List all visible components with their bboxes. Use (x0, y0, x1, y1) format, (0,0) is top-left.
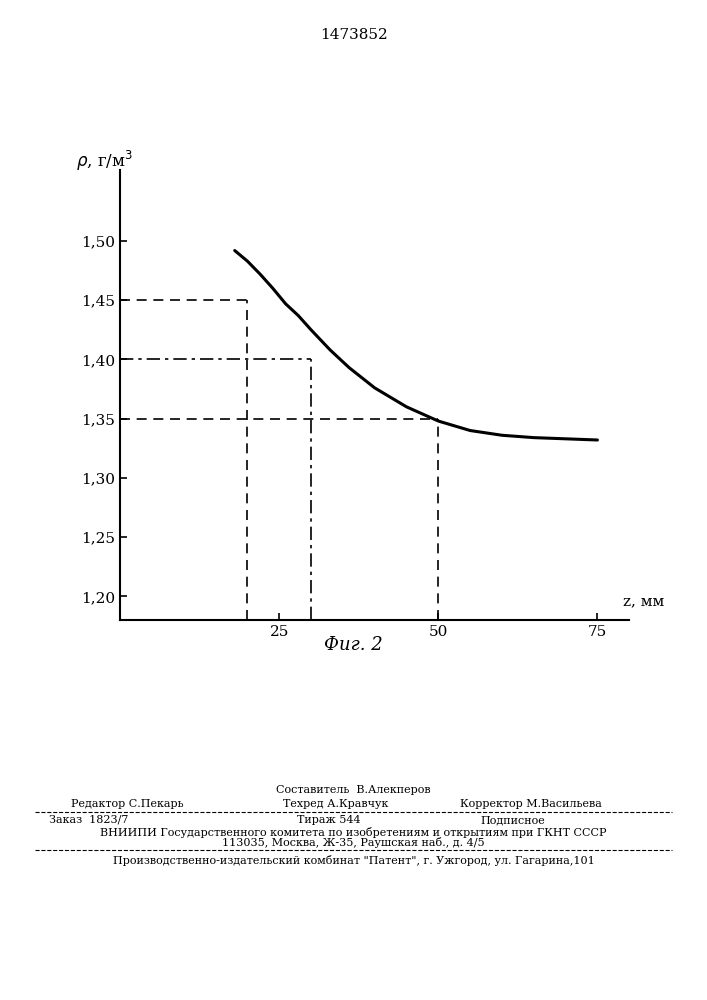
Text: Производственно-издательский комбинат "Патент", г. Ужгород, ул. Гагарина,101: Производственно-издательский комбинат "П… (112, 854, 595, 865)
Text: ВНИИПИ Государственного комитета по изобретениям и открытиям при ГКНТ СССР: ВНИИПИ Государственного комитета по изоб… (100, 826, 607, 838)
Text: Редактор С.Пекарь: Редактор С.Пекарь (71, 799, 183, 809)
Text: Техред А.Кравчук: Техред А.Кравчук (283, 799, 388, 809)
Text: 113035, Москва, Ж-35, Раушская наб., д. 4/5: 113035, Москва, Ж-35, Раушская наб., д. … (222, 836, 485, 848)
Text: Заказ  1823/7: Заказ 1823/7 (49, 815, 129, 825)
Text: Подписное: Подписное (481, 815, 546, 825)
Text: Корректор М.Васильева: Корректор М.Васильева (460, 799, 602, 809)
Text: Фиг. 2: Фиг. 2 (324, 636, 383, 654)
Text: Тираж 544: Тираж 544 (297, 815, 361, 825)
Text: $\rho$, г/м$^3$: $\rho$, г/м$^3$ (76, 148, 133, 173)
Text: Составитель  В.Алекперов: Составитель В.Алекперов (276, 785, 431, 795)
Text: z, мм: z, мм (623, 594, 664, 608)
Text: 1473852: 1473852 (320, 28, 387, 42)
